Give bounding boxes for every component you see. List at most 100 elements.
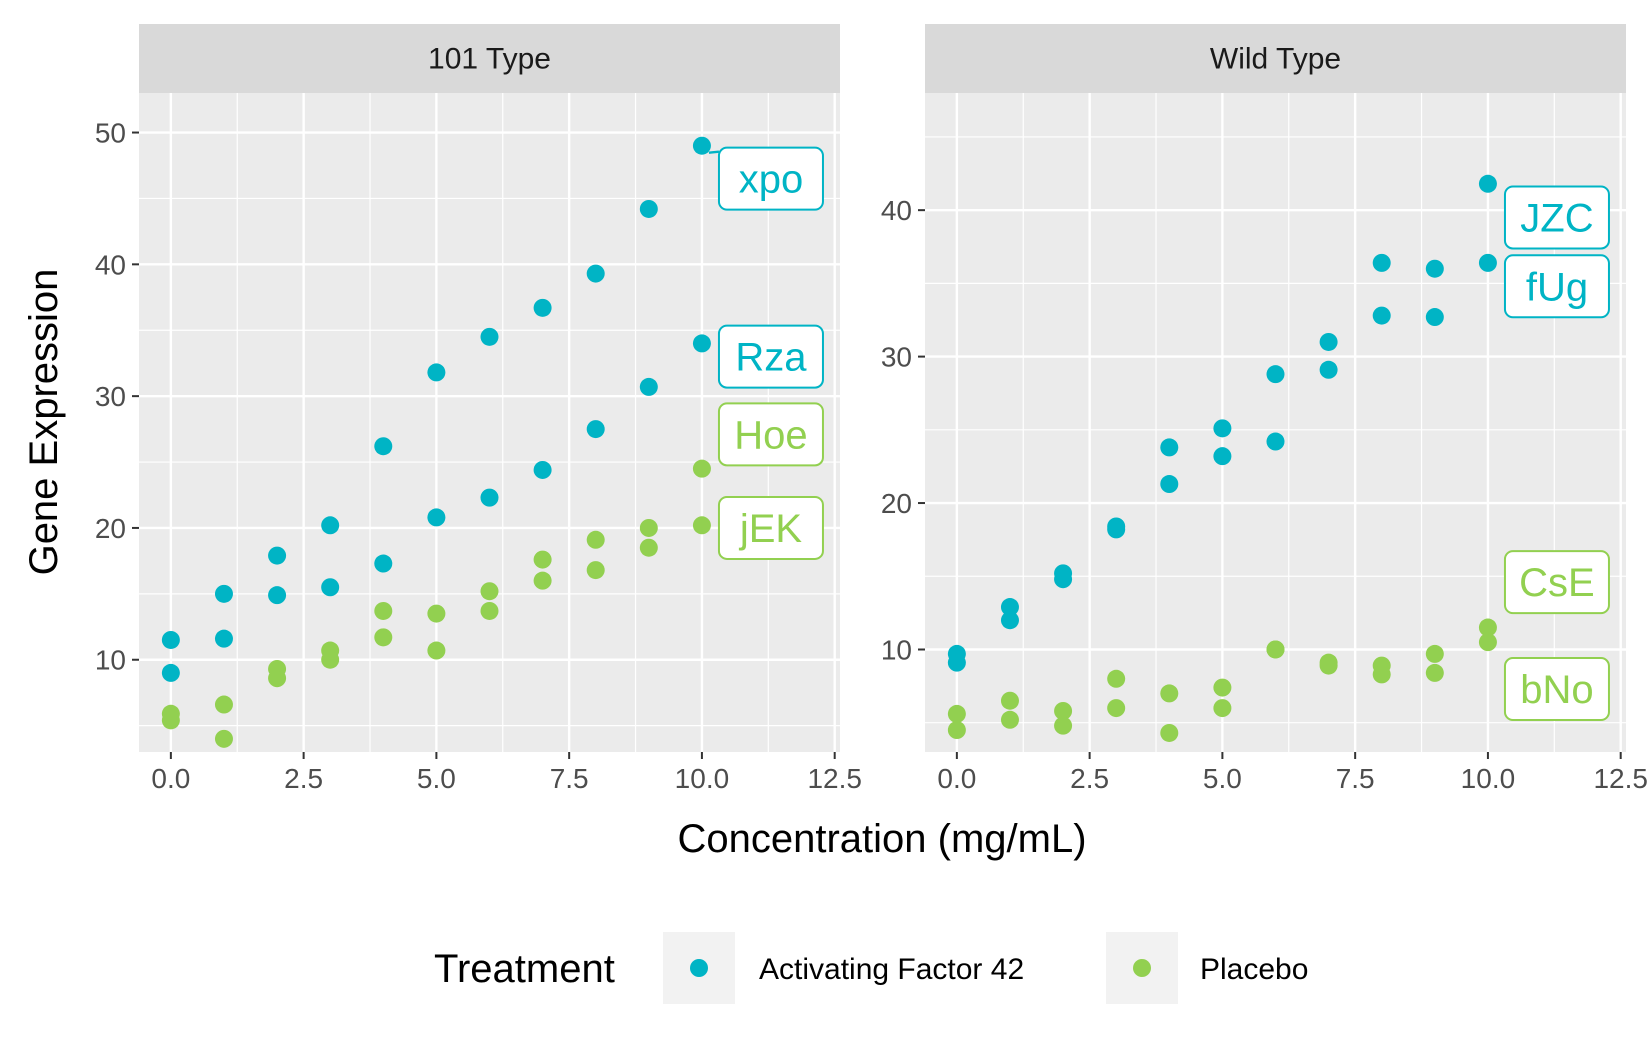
scatter-point-activating-factor-42 (586, 420, 605, 439)
scatter-point-activating-factor-42 (161, 663, 180, 682)
scatter-point-activating-factor-42 (1107, 520, 1126, 539)
scatter-point-placebo (321, 650, 340, 669)
scatter-point-activating-factor-42 (374, 554, 393, 573)
strip-title-wild-type: Wild Type (1210, 43, 1341, 76)
scatter-point-activating-factor-42 (692, 136, 711, 155)
scatter-point-activating-factor-42 (480, 327, 499, 346)
x-tick-label: 5.0 (417, 763, 456, 794)
scatter-point-placebo (1372, 665, 1391, 684)
panels-layer: 101 Type 0.0 2.5 5.0 7.5 10.0 12.5 10 20 30 40 50 xp… (95, 24, 1648, 794)
y-tick-label: 50 (95, 118, 126, 149)
strip-background-wild-type (925, 24, 1626, 93)
x-tick-label: 2.5 (1070, 763, 1109, 794)
point-label-text: xpo (739, 158, 804, 202)
scatter-point-placebo (639, 538, 658, 557)
legend: Treatment Activating Factor 42 Placebo (434, 932, 1308, 1004)
point-label-jzc: JZC (1503, 185, 1610, 250)
x-tick-label: 7.5 (1336, 763, 1375, 794)
panel-101-type: 101 Type 0.0 2.5 5.0 7.5 10.0 12.5 10 20 30 40 50 xp… (95, 24, 862, 794)
y-tick-label: 30 (881, 342, 912, 373)
scatter-point-activating-factor-42 (1266, 365, 1285, 384)
y-tick-label: 10 (95, 645, 126, 676)
point-label-text: Hoe (734, 413, 807, 457)
scatter-point-placebo (947, 704, 966, 723)
legend-label-activating-factor-42: Activating Factor 42 (759, 953, 1024, 986)
scatter-point-placebo (427, 604, 446, 623)
scatter-point-activating-factor-42 (1319, 332, 1338, 351)
point-label-box (1503, 185, 1610, 250)
scatter-point-activating-factor-42 (1372, 253, 1391, 272)
scatter-point-activating-factor-42 (586, 264, 605, 283)
scatter-point-activating-factor-42 (639, 377, 658, 396)
scatter-point-activating-factor-42 (692, 334, 711, 353)
scatter-point-activating-factor-42 (1000, 598, 1019, 617)
scatter-point-activating-factor-42 (1372, 306, 1391, 325)
scatter-point-activating-factor-42 (1213, 419, 1232, 438)
scatter-point-placebo (947, 721, 966, 740)
scatter-point-placebo (480, 582, 499, 601)
scatter-point-activating-factor-42 (1054, 570, 1073, 589)
x-tick-label: 0.0 (937, 763, 976, 794)
scatter-point-placebo (692, 516, 711, 535)
point-label-text: jEK (739, 507, 803, 551)
scatter-point-activating-factor-42 (1000, 611, 1019, 630)
point-label-xpo: xpo (717, 146, 824, 211)
point-label-box (1503, 657, 1610, 722)
scatter-point-placebo (1160, 723, 1179, 742)
scatter-point-activating-factor-42 (480, 488, 499, 507)
scatter-point-activating-factor-42 (427, 508, 446, 527)
scatter-point-placebo (586, 561, 605, 580)
y-tick-label: 40 (881, 195, 912, 226)
panel-wild-type: Wild Type 0.0 2.5 5.0 7.5 10.0 12.5 10 20 30 40 JZC… (881, 24, 1648, 794)
scatter-point-placebo (586, 530, 605, 549)
point-label-text: CsE (1519, 561, 1595, 605)
scatter-point-activating-factor-42 (639, 199, 658, 218)
scatter-point-placebo (692, 459, 711, 478)
scatter-point-placebo (533, 550, 552, 569)
scatter-point-placebo (427, 641, 446, 660)
scatter-point-activating-factor-42 (214, 629, 233, 648)
y-tick-label: 40 (95, 249, 126, 280)
x-axis-title: Concentration (mg/mL) (677, 817, 1086, 861)
x-tick-label: 0.0 (151, 763, 190, 794)
point-label-box (1503, 254, 1610, 319)
scatter-point-activating-factor-42 (1213, 447, 1232, 466)
legend-marker-placebo (1133, 959, 1151, 977)
y-tick-label: 10 (881, 634, 912, 665)
y-tick-label: 30 (95, 381, 126, 412)
scatter-point-activating-factor-42 (1319, 360, 1338, 379)
scatter-point-activating-factor-42 (1160, 475, 1179, 494)
scatter-point-placebo (1107, 669, 1126, 688)
scatter-point-activating-factor-42 (374, 437, 393, 456)
scatter-point-placebo (1478, 633, 1497, 652)
scatter-point-placebo (1000, 691, 1019, 710)
scatter-point-placebo (1319, 656, 1338, 675)
point-label-cse: CsE (1503, 550, 1610, 615)
y-axis-title: Gene Expression (22, 269, 66, 576)
scatter-point-activating-factor-42 (1478, 174, 1497, 193)
scatter-point-placebo (1478, 618, 1497, 637)
x-tick-label: 10.0 (1461, 763, 1516, 794)
point-label-box (717, 324, 824, 389)
scatter-point-activating-factor-42 (1478, 253, 1497, 272)
scatter-point-activating-factor-42 (214, 584, 233, 603)
scatter-point-placebo (639, 518, 658, 537)
scatter-point-placebo (1213, 678, 1232, 697)
scatter-point-placebo (161, 711, 180, 730)
x-tick-label: 5.0 (1203, 763, 1242, 794)
scatter-point-placebo (214, 695, 233, 714)
x-tick-label: 12.5 (1593, 763, 1648, 794)
scatter-point-placebo (214, 729, 233, 748)
point-label-fug: fUg (1503, 254, 1610, 319)
point-label-hoe: Hoe (717, 402, 824, 467)
scatter-point-activating-factor-42 (161, 630, 180, 649)
scatter-point-placebo (1425, 644, 1444, 663)
scatter-point-placebo (1160, 684, 1179, 703)
scatter-point-activating-factor-42 (268, 546, 287, 565)
x-tick-label: 12.5 (807, 763, 862, 794)
scatter-point-placebo (1000, 710, 1019, 729)
scatter-point-placebo (1266, 640, 1285, 659)
point-label-rza: Rza (717, 324, 824, 389)
scatter-point-activating-factor-42 (533, 298, 552, 317)
